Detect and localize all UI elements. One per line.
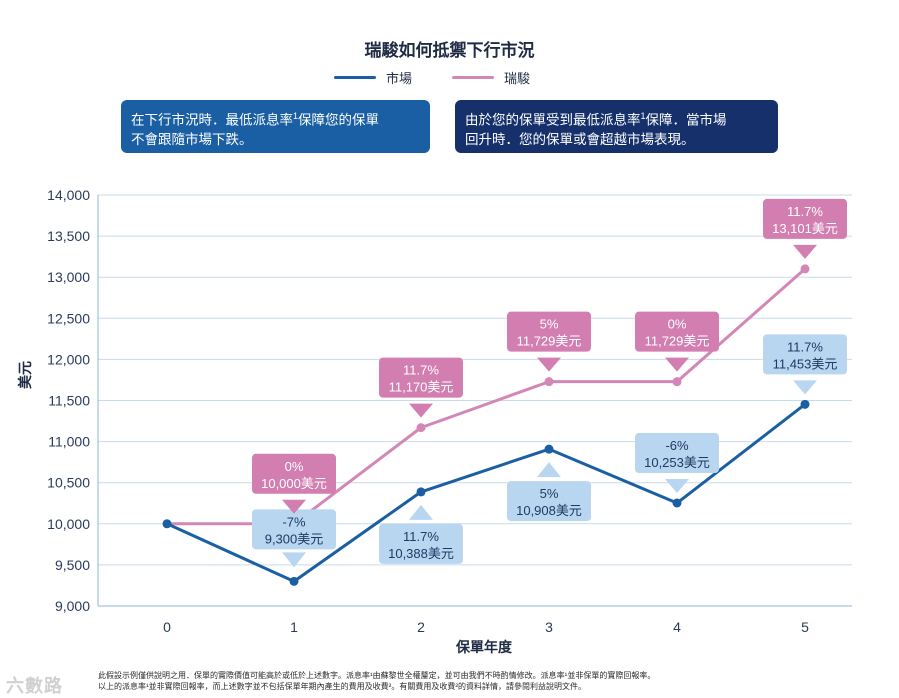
y-tick-label: 12,500 bbox=[47, 310, 90, 326]
x-tick-label: 2 bbox=[417, 619, 425, 635]
data-label-pct-market: 5% bbox=[540, 486, 559, 501]
y-tick-label: 13,500 bbox=[47, 228, 90, 244]
data-label-box-ruijun bbox=[507, 311, 591, 352]
data-label-arrow-ruijun bbox=[282, 499, 306, 514]
data-label-amount-market: 10,253美元 bbox=[644, 455, 710, 470]
x-tick-label: 0 bbox=[163, 619, 171, 635]
data-label-amount-market: 9,300美元 bbox=[265, 531, 324, 546]
legend-swatch-ruijun bbox=[452, 76, 494, 79]
data-label-pct-ruijun: 0% bbox=[285, 459, 304, 474]
data-label-amount-market: 10,908美元 bbox=[516, 503, 582, 518]
data-point-market bbox=[672, 498, 682, 508]
x-tick-label: 3 bbox=[545, 619, 553, 635]
data-label-arrow-market bbox=[409, 504, 433, 520]
data-label-amount-ruijun: 11,729美元 bbox=[517, 334, 582, 349]
data-label-box-market bbox=[507, 481, 591, 522]
data-point-ruijun bbox=[416, 423, 426, 433]
data-label-box-ruijun bbox=[763, 198, 847, 239]
data-label-box-ruijun bbox=[252, 453, 336, 494]
data-label-arrow-market bbox=[793, 380, 817, 395]
y-tick-label: 11,500 bbox=[48, 393, 90, 409]
y-axis-title: 美元 bbox=[17, 361, 33, 389]
callout-market-line1: 在下行市況時．最低派息率1保障您的保單 bbox=[131, 107, 420, 130]
y-tick-label: 14,000 bbox=[47, 187, 90, 203]
data-point-ruijun bbox=[544, 377, 554, 387]
footnote-line1: 此假設示例僅供說明之用．保單的實際價值可能高於或低於上述數字。派息率¹由蘇黎世全… bbox=[98, 671, 656, 680]
data-label-box-market bbox=[635, 433, 719, 474]
footnote: 此假設示例僅供說明之用．保單的實際價值可能高於或低於上述數字。派息率¹由蘇黎世全… bbox=[98, 670, 878, 692]
legend-label-ruijun: 瑞駿 bbox=[504, 71, 531, 86]
callout-market-sup: 1 bbox=[293, 111, 299, 121]
y-tick-label: 12,000 bbox=[47, 351, 90, 367]
series-line-market bbox=[166, 403, 806, 583]
data-label-box-ruijun bbox=[635, 311, 719, 352]
data-label-pct-ruijun: 11.7% bbox=[787, 204, 823, 219]
data-label-arrow-ruijun bbox=[793, 244, 817, 259]
y-tick-label: 10,000 bbox=[47, 516, 90, 532]
legend-label-market: 市場 bbox=[386, 71, 413, 86]
data-label-pct-market: -6% bbox=[665, 438, 689, 453]
data-label-arrow-market bbox=[282, 552, 306, 568]
data-label-arrow-market bbox=[537, 462, 561, 478]
legend: 市場 瑞駿 bbox=[0, 68, 899, 88]
y-tick-label: 9,500 bbox=[55, 557, 90, 573]
data-label-amount-ruijun: 11,729美元 bbox=[645, 334, 710, 349]
footnote-line2: 以上的派息率¹並非實際回報率，而上述數字並不包括保單年期內產生的費用及收費²。有… bbox=[98, 682, 586, 691]
data-label-amount-ruijun: 11,170美元 bbox=[389, 380, 454, 395]
data-label-pct-ruijun: 5% bbox=[540, 317, 559, 332]
data-label-amount-market: 11,453美元 bbox=[773, 356, 838, 371]
data-point-market bbox=[289, 576, 299, 586]
y-tick-label: 11,000 bbox=[48, 434, 90, 450]
legend-item-ruijun: 瑞駿 bbox=[452, 68, 530, 87]
data-label-amount-ruijun: 13,101美元 bbox=[772, 221, 838, 236]
legend-item-market: 市場 bbox=[334, 68, 412, 87]
data-label-box-market bbox=[252, 509, 336, 550]
y-tick-label: 10,500 bbox=[47, 475, 90, 491]
data-point-ruijun bbox=[672, 377, 682, 387]
data-label-arrow-ruijun bbox=[665, 357, 689, 372]
x-tick-label: 1 bbox=[290, 619, 298, 635]
data-label-box-market bbox=[379, 523, 463, 564]
data-label-box-market bbox=[763, 334, 847, 375]
x-tick-label: 4 bbox=[673, 619, 681, 635]
data-label-arrow-ruijun bbox=[537, 357, 561, 372]
x-tick-label: 5 bbox=[801, 619, 809, 635]
data-point-market bbox=[544, 444, 554, 454]
data-label-pct-ruijun: 11.7% bbox=[403, 363, 439, 378]
callout-market-text-b: 保障您的保單 bbox=[298, 112, 380, 128]
data-point-ruijun bbox=[800, 264, 810, 274]
y-tick-label: 13,000 bbox=[47, 269, 90, 285]
data-label-pct-market: 11.7% bbox=[787, 339, 823, 354]
callout-ruijun-text-b: 保障．當市場 bbox=[645, 112, 727, 128]
data-label-pct-market: -7% bbox=[282, 514, 306, 529]
callout-market: 在下行市況時．最低派息率1保障您的保單 不會跟隨市場下跌。 bbox=[121, 100, 430, 153]
callout-ruijun-line1: 由於您的保單受到最低派息率1保障．當市場 bbox=[465, 107, 768, 130]
y-tick-label: 9,000 bbox=[55, 598, 90, 614]
callout-ruijun-line2: 回升時．您的保單或會超越市場表現。 bbox=[465, 131, 695, 147]
data-label-pct-market: 11.7% bbox=[403, 529, 439, 544]
data-label-box-ruijun bbox=[379, 357, 463, 398]
data-label-amount-ruijun: 10,000美元 bbox=[261, 476, 327, 491]
watermark: 六數路 bbox=[6, 676, 63, 696]
data-point-market bbox=[416, 487, 426, 497]
data-label-arrow-market bbox=[665, 479, 689, 494]
callout-market-line2: 不會跟隨市場下跌。 bbox=[131, 131, 253, 147]
legend-swatch-market bbox=[334, 76, 376, 79]
callout-market-text-a: 在下行市況時．最低派息率 bbox=[131, 112, 293, 128]
data-label-arrow-ruijun bbox=[409, 403, 433, 418]
x-axis-title: 保單年度 bbox=[455, 639, 513, 655]
callout-ruijun: 由於您的保單受到最低派息率1保障．當市場 回升時．您的保單或會超越市場表現。 bbox=[455, 100, 778, 153]
data-label-pct-ruijun: 0% bbox=[668, 317, 687, 332]
chart-title: 瑞駿如何抵禦下行市況 bbox=[364, 41, 535, 60]
callout-ruijun-text-a: 由於您的保單受到最低派息率 bbox=[465, 112, 641, 128]
data-label-amount-market: 10,388美元 bbox=[388, 546, 454, 561]
callout-ruijun-sup: 1 bbox=[640, 111, 646, 121]
data-point-market bbox=[162, 519, 172, 529]
data-point-market bbox=[800, 399, 810, 409]
